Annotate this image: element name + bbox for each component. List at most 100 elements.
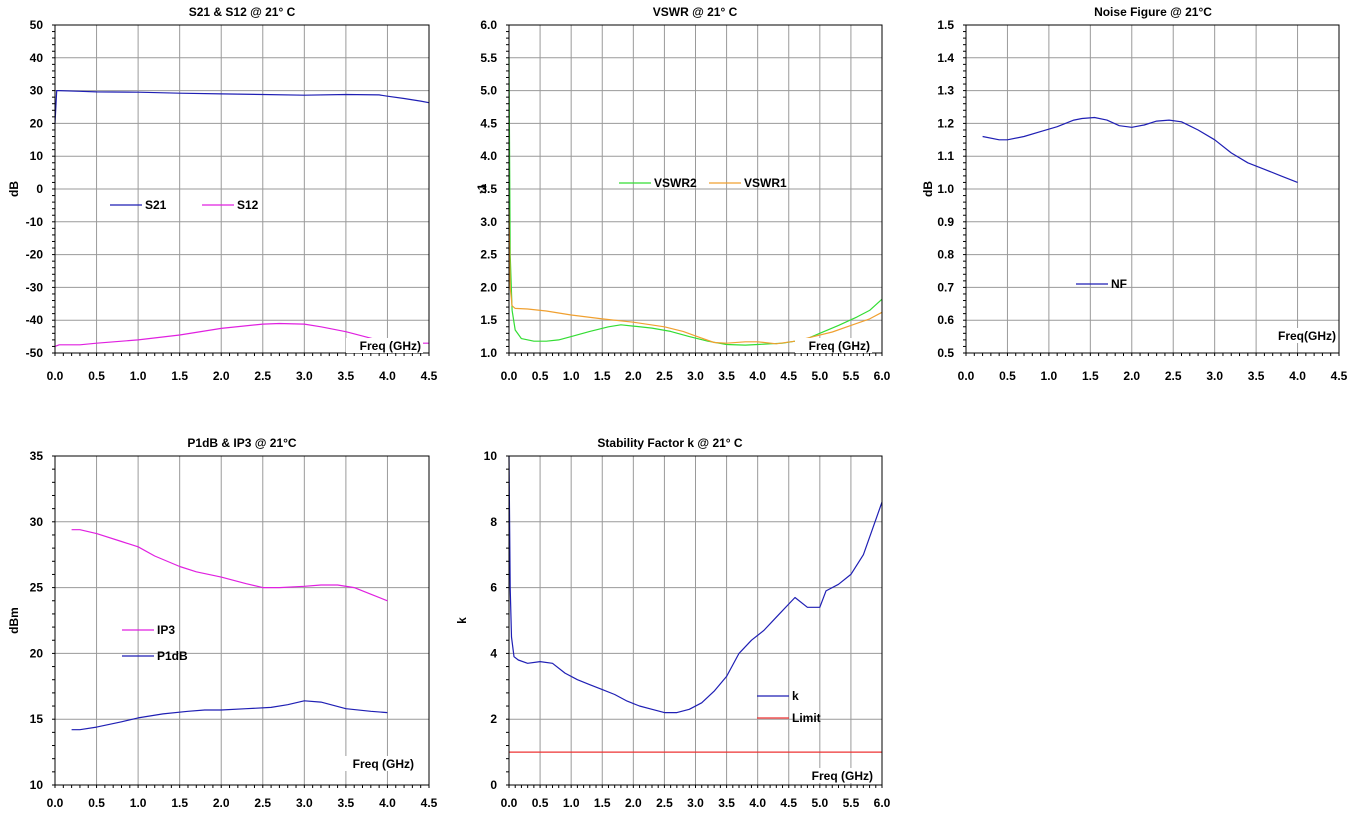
x-tick-label: 2.0 [213,796,230,810]
y-tick-label: 8 [490,515,497,529]
chart-title: Noise Figure @ 21°C [1094,5,1212,19]
x-tick-label: 3.5 [338,796,355,810]
y-tick-label: 1.5 [937,18,954,32]
y-tick-label: 20 [30,116,44,130]
y-tick-label: -50 [26,346,44,360]
x-tick-label: 1.5 [594,369,611,383]
plot-area [508,455,883,786]
chart-title: VSWR @ 21° C [653,5,738,19]
annotation-bg [798,768,875,783]
x-tick-label: 3.0 [1206,369,1223,383]
y-tick-label: 25 [30,581,44,595]
freq-annotation: Freq (GHz) [809,339,870,353]
x-tick-label: 4.5 [421,796,438,810]
y-tick-label: 0.5 [937,346,954,360]
y-tick-label: 10 [30,778,44,792]
y-tick-label: 0.6 [937,313,954,327]
chart-kfactor: Stability Factor k @ 21° C 0 2 4 6 8 10 0.0 0.5 1… [455,436,891,810]
y-tick-label: 1.4 [937,51,954,65]
y-tick-label: 3.5 [480,182,497,196]
y-tick-label: -40 [26,313,44,327]
x-tick-label: 4.0 [379,369,396,383]
x-tick-label: 2.5 [656,796,673,810]
x-tick-label: 4.5 [780,369,797,383]
plot-area [54,455,430,786]
x-tick-label: 0.5 [88,796,105,810]
y-tick-label: 1.0 [937,182,954,196]
y-tick-label: 15 [30,712,44,726]
x-tick-label: 5.0 [811,796,828,810]
annotation-bg [795,338,872,353]
x-tick-label: 0.5 [999,369,1016,383]
chart-vswr: VSWR @ 21° C 1.0 1.5 2.0 2.5 3.0 3.5 4.0 4.5 5.0 5… [475,5,891,383]
y-tick-label: 50 [30,18,44,32]
chart-nf: Noise Figure @ 21°C 0.5 0.6 0.7 0.8 0.9 1.0 1.1… [921,5,1348,383]
y-tick-label: 1.3 [937,84,954,98]
y-tick-label: 1.5 [480,313,497,327]
y-tick-label: 2.0 [480,280,497,294]
legend-label-p1db: P1dB [157,649,188,663]
x-tick-label: 0.0 [501,369,518,383]
y-tick-label: 3.0 [480,215,497,229]
legend: IP3 P1dB [122,623,188,663]
x-tick-label: 0.0 [958,369,975,383]
series-line-ip3 [71,529,388,602]
chart-p1dbip3: P1dB & IP3 @ 21°C 10 15 20 25 30 35 0.0 0.5 1.0 1.… [7,436,438,810]
legend-label-s21: S21 [145,198,167,212]
y-tick-label: 0.9 [937,215,954,229]
y-axis-label: dB [7,181,21,197]
x-tick-label: 1.5 [171,796,188,810]
x-tick-label: 1.0 [130,796,147,810]
chart-title: P1dB & IP3 @ 21°C [187,436,297,450]
x-tick-label: 3.5 [718,369,735,383]
x-tick-label: 5.5 [843,369,860,383]
y-tick-label: -20 [26,248,44,262]
x-tick-label: 1.0 [1041,369,1058,383]
x-tick-label: 0.5 [532,796,549,810]
x-tick-label: 0.0 [47,369,64,383]
y-tick-label: 0.7 [937,280,954,294]
y-tick-label: 40 [30,51,44,65]
x-tick-label: 0.0 [501,796,518,810]
y-axis-label: dB [921,181,935,197]
y-tick-label: 4 [490,646,497,660]
x-tick-label: 3.5 [718,796,735,810]
plot-area [508,24,883,354]
x-tick-label: 3.5 [1248,369,1265,383]
x-tick-label: 2.0 [625,796,642,810]
y-tick-label: 10 [484,449,498,463]
y-tick-label: 0 [36,182,43,196]
legend-label-s12: S12 [237,198,259,212]
x-tick-label: 4.0 [1289,369,1306,383]
x-tick-label: 1.0 [130,369,147,383]
x-tick-label: 5.5 [843,796,860,810]
legend-label-ip3: IP3 [157,623,175,637]
legend-label-nf: NF [1111,277,1127,291]
chart-title: Stability Factor k @ 21° C [597,436,743,450]
x-tick-label: 4.5 [780,796,797,810]
x-tick-label: 1.5 [171,369,188,383]
y-tick-label: 35 [30,449,44,463]
x-tick-label: 4.5 [421,369,438,383]
y-tick-label: 6.0 [480,18,497,32]
y-tick-label: 2 [490,712,497,726]
x-tick-label: 3.0 [687,369,704,383]
x-tick-label: 2.0 [625,369,642,383]
x-tick-label: 4.5 [1331,369,1348,383]
chart-title: S21 & S12 @ 21° C [189,5,296,19]
y-tick-label: 4.5 [480,116,497,130]
y-tick-label: 4.0 [480,149,497,163]
x-tick-label: 2.0 [1123,369,1140,383]
y-tick-label: -30 [26,280,44,294]
legend: k Limit [757,689,821,725]
legend-label-limit: Limit [792,711,821,725]
y-tick-label: 0.8 [937,248,954,262]
y-tick-label: 30 [30,515,44,529]
x-tick-label: 3.5 [338,369,355,383]
x-tick-label: 4.0 [749,369,766,383]
y-tick-label: 0 [490,778,497,792]
x-tick-label: 4.0 [749,796,766,810]
y-tick-label: 20 [30,646,44,660]
x-tick-label: 2.5 [254,796,271,810]
x-tick-label: 0.5 [88,369,105,383]
